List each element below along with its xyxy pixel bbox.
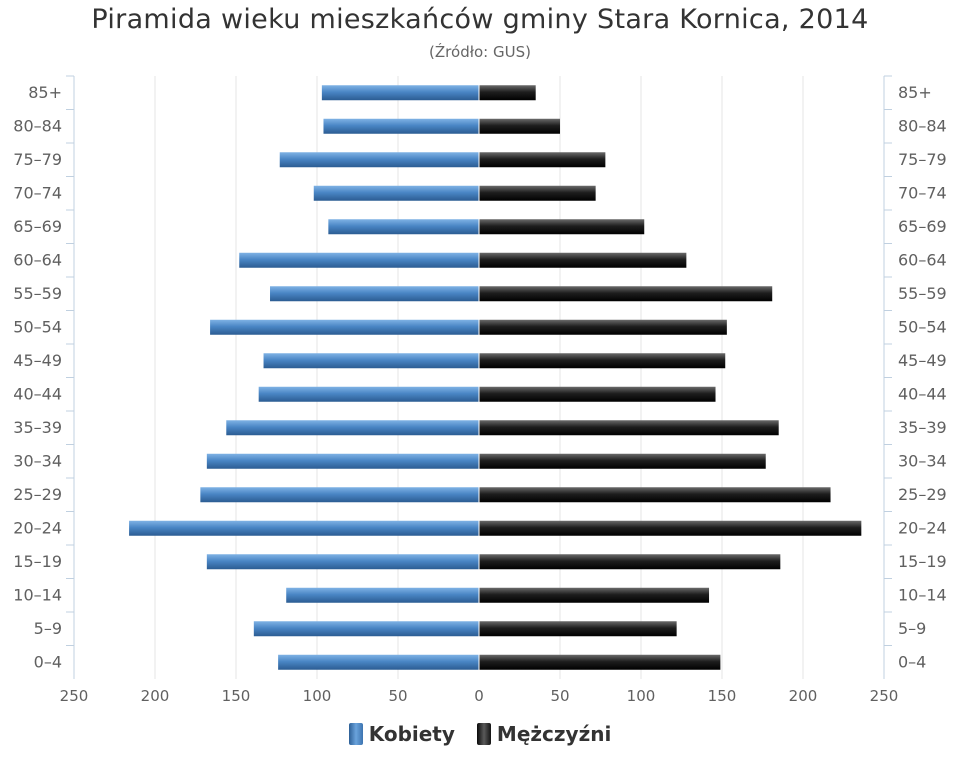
x-tick-label: 200 <box>789 687 818 705</box>
bar-kobiety[interactable] <box>253 621 479 637</box>
age-label-left: 35–39 <box>13 418 62 437</box>
age-label-left: 65–69 <box>13 217 62 236</box>
age-label-right: 60–64 <box>898 250 947 269</box>
bar-mezczyzni[interactable] <box>479 85 536 101</box>
age-label-left: 70–74 <box>13 183 62 202</box>
bar-mezczyzni[interactable] <box>479 654 721 670</box>
age-label-right: 25–29 <box>898 485 947 504</box>
axis-layer: 250 200 150 100 50 0 50 100 150 200 250 85+ 85+ 80–84… <box>13 75 947 705</box>
legend-item-kobiety[interactable]: Kobiety <box>348 722 455 746</box>
bar-mezczyzni[interactable] <box>479 118 560 134</box>
bar-mezczyzni[interactable] <box>479 487 831 503</box>
bar-kobiety[interactable] <box>279 152 479 168</box>
x-tick-label: 200 <box>141 687 170 705</box>
bar-kobiety[interactable] <box>321 85 479 101</box>
age-label-left: 10–14 <box>13 585 62 604</box>
age-label-left: 5–9 <box>34 619 62 638</box>
x-tick-label: 50 <box>388 687 407 705</box>
legend-label-kobiety: Kobiety <box>368 722 455 746</box>
bar-mezczyzni[interactable] <box>479 554 781 570</box>
age-label-right: 40–44 <box>898 384 947 403</box>
legend-item-mezczyzni[interactable]: Mężczyźni <box>476 722 612 746</box>
age-label-right: 5–9 <box>898 619 926 638</box>
bar-mezczyzni[interactable] <box>479 252 687 268</box>
legend-swatch-mezczyzni <box>476 723 491 745</box>
age-label-right: 45–49 <box>898 351 947 370</box>
age-label-right: 55–59 <box>898 284 947 303</box>
age-label-left: 80–84 <box>13 116 62 135</box>
bar-kobiety[interactable] <box>258 386 479 402</box>
chart-title: Piramida wieku mieszkańców gminy Stara K… <box>91 4 869 35</box>
bar-mezczyzni[interactable] <box>479 621 677 637</box>
x-tick-label: 150 <box>708 687 737 705</box>
bar-kobiety[interactable] <box>206 453 479 469</box>
bar-mezczyzni[interactable] <box>479 386 716 402</box>
age-label-right: 70–74 <box>898 183 947 202</box>
x-tick-label: 100 <box>627 687 656 705</box>
x-tick-label: 250 <box>60 687 89 705</box>
bar-kobiety[interactable] <box>278 654 479 670</box>
age-label-left: 15–19 <box>13 552 62 571</box>
bar-kobiety[interactable] <box>263 353 479 369</box>
bar-mezczyzni[interactable] <box>479 453 766 469</box>
bar-kobiety[interactable] <box>239 252 479 268</box>
age-label-left: 30–34 <box>13 451 62 470</box>
age-label-right: 0–4 <box>898 652 926 671</box>
chart-subtitle: (Źródło: GUS) <box>429 43 531 61</box>
bar-kobiety[interactable] <box>129 520 479 536</box>
age-label-right: 80–84 <box>898 116 947 135</box>
bar-kobiety[interactable] <box>328 219 479 235</box>
legend-swatch-kobiety <box>348 723 363 745</box>
age-label-left: 50–54 <box>13 317 62 336</box>
age-label-right: 15–19 <box>898 552 947 571</box>
legend: Kobiety Mężczyźni <box>0 722 960 746</box>
age-label-left: 85+ <box>28 83 62 102</box>
age-label-left: 45–49 <box>13 351 62 370</box>
age-label-right: 20–24 <box>898 518 947 537</box>
bar-mezczyzni[interactable] <box>479 353 726 369</box>
bar-mezczyzni[interactable] <box>479 152 606 168</box>
bar-kobiety[interactable] <box>200 487 480 503</box>
bar-kobiety[interactable] <box>206 554 479 570</box>
age-label-left: 75–79 <box>13 150 62 169</box>
age-label-left: 60–64 <box>13 250 62 269</box>
bar-kobiety[interactable] <box>210 319 479 335</box>
bar-kobiety[interactable] <box>226 420 479 436</box>
x-tick-label: 150 <box>222 687 251 705</box>
age-label-right: 50–54 <box>898 317 947 336</box>
x-tick-label: 100 <box>303 687 332 705</box>
bar-kobiety[interactable] <box>323 118 479 134</box>
bar-kobiety[interactable] <box>286 587 479 603</box>
age-label-left: 40–44 <box>13 384 62 403</box>
age-label-right: 10–14 <box>898 585 947 604</box>
age-label-left: 0–4 <box>34 652 62 671</box>
age-label-left: 55–59 <box>13 284 62 303</box>
legend-label-mezczyzni: Mężczyźni <box>496 722 612 746</box>
bar-mezczyzni[interactable] <box>479 587 710 603</box>
age-label-right: 65–69 <box>898 217 947 236</box>
bars-layer <box>129 76 862 679</box>
age-label-right: 85+ <box>898 83 932 102</box>
bar-mezczyzni[interactable] <box>479 319 727 335</box>
bar-mezczyzni[interactable] <box>479 219 645 235</box>
age-label-left: 20–24 <box>13 518 62 537</box>
age-label-right: 30–34 <box>898 451 947 470</box>
bar-mezczyzni[interactable] <box>479 420 779 436</box>
bar-mezczyzni[interactable] <box>479 520 862 536</box>
age-label-left: 25–29 <box>13 485 62 504</box>
bar-kobiety[interactable] <box>313 185 479 201</box>
age-label-right: 35–39 <box>898 418 947 437</box>
x-tick-label: 250 <box>870 687 899 705</box>
bar-mezczyzni[interactable] <box>479 185 596 201</box>
bar-mezczyzni[interactable] <box>479 286 773 302</box>
age-label-right: 75–79 <box>898 150 947 169</box>
x-tick-label: 0 <box>474 687 484 705</box>
x-tick-label: 50 <box>550 687 569 705</box>
bar-kobiety[interactable] <box>270 286 479 302</box>
